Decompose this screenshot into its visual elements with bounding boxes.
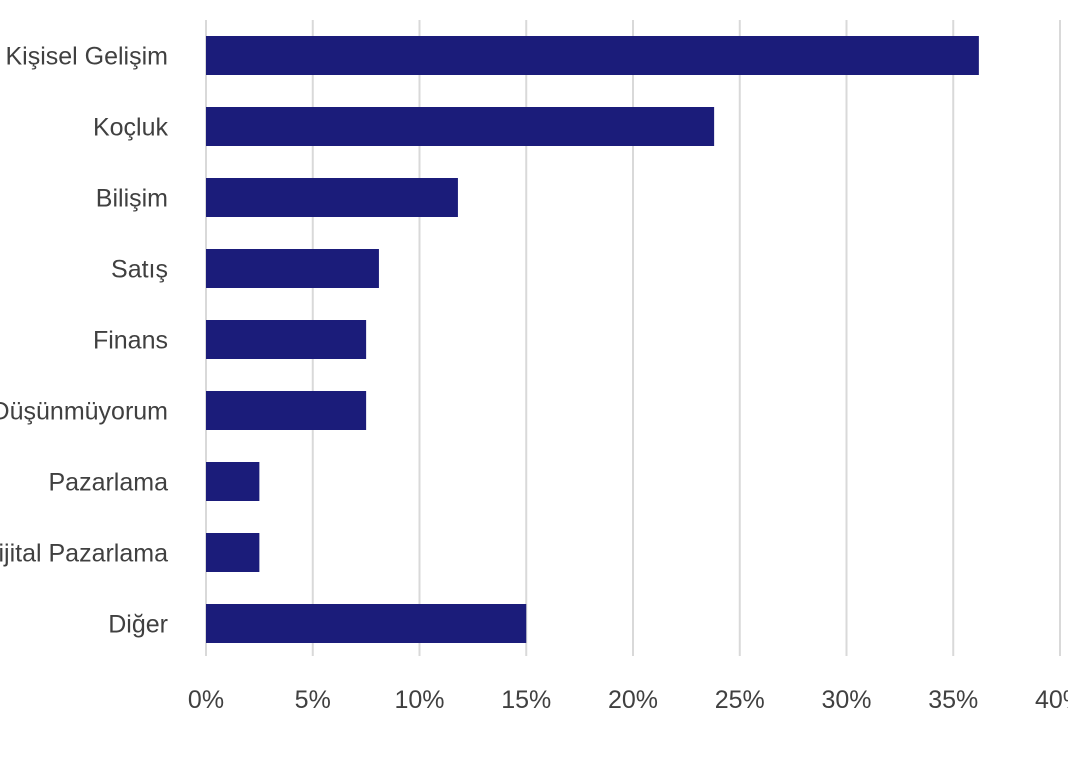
bar-layer [206,36,979,643]
x-tick-label: 0% [188,686,224,714]
bar [206,107,715,146]
bar [206,391,367,430]
category-label: Finans [93,327,168,355]
category-label: Satış [111,256,168,284]
category-label: Kişisel Gelişim [5,43,168,71]
category-label: Bilişim [96,185,168,213]
x-tick-label: 15% [501,686,551,714]
bar [206,320,367,359]
bar [206,178,458,217]
bar [206,462,260,501]
category-label: Koçluk [93,114,169,142]
x-tick-label: 35% [928,686,978,714]
x-tick-label: 5% [295,686,331,714]
x-tick-label: 25% [715,686,765,714]
category-label: Pazarlama [49,469,169,497]
category-label: Dijital Pazarlama [0,540,168,568]
bar [206,533,260,572]
bar [206,36,979,75]
x-tick-label: 20% [608,686,658,714]
bar [206,249,379,288]
x-tick-label: 40% [1035,686,1068,714]
bar [206,604,527,643]
x-tick-label: 10% [394,686,444,714]
x-axis-tick-labels: 0% 5% 10% 15% 20% 25% 30% 35% 40% [188,686,1068,714]
category-label: Düşünmüyorum [0,398,168,426]
category-label: Diğer [108,611,168,639]
x-tick-label: 30% [821,686,871,714]
category-labels: Kişisel Gelişim Koçluk Bilişim Satış Finans D… [0,43,168,639]
